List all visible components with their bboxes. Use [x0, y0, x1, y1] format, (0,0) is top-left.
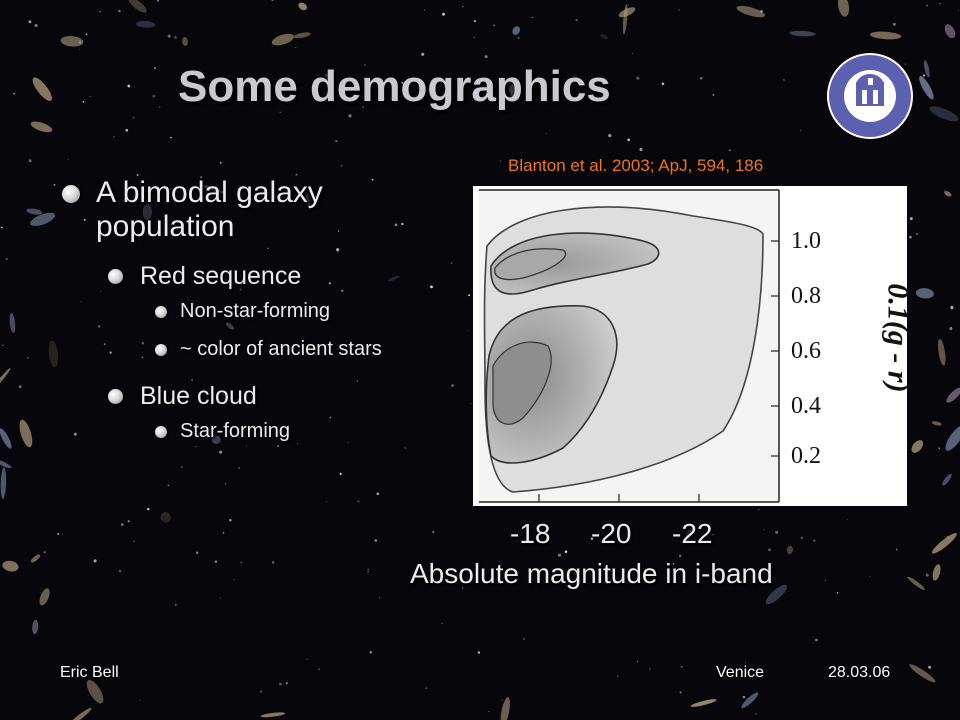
ytick-label: 0.2	[791, 443, 821, 469]
blue-cloud-core	[492, 341, 552, 425]
tick-marks	[538, 240, 779, 502]
bullet-dot	[155, 426, 167, 438]
footer-date: 28.03.06	[828, 664, 891, 681]
red-sequence-core	[494, 248, 567, 281]
xtick-label: -18	[510, 518, 551, 549]
contour-plot	[479, 189, 780, 503]
y-axis-title: 0.1(g - r)	[881, 283, 915, 393]
ytick-label: 0.4	[791, 393, 821, 419]
bullet-blue-cloud: Blue cloud	[60, 380, 460, 412]
xtick-label: -22	[672, 518, 713, 549]
bullet-text: Non-star-forming	[180, 300, 331, 322]
bullet-ancient-stars: ~ color of ancient stars	[60, 336, 460, 362]
ytick-label: 0.6	[791, 338, 821, 364]
bullet-dot	[62, 185, 80, 203]
bullet-dot	[155, 344, 167, 356]
institute-seal-icon	[827, 53, 913, 139]
bullet-text: Blue cloud	[140, 382, 257, 410]
bullet-non-star-forming: Non-star-forming	[60, 298, 460, 324]
color-magnitude-plot: 1.0 0.8 0.6 0.4 0.2 0.1(g - r)	[473, 186, 915, 506]
bullet-dot	[108, 269, 123, 284]
ytick-label: 0.8	[791, 283, 821, 309]
slide-title: Some demographics	[178, 62, 611, 111]
bullet-red-sequence: Red sequence	[60, 260, 460, 292]
x-axis-title: Absolute magnitude in i-band	[410, 558, 773, 589]
bullet-main: A bimodal galaxy population	[60, 176, 460, 244]
bullet-dot	[108, 389, 123, 404]
xtick-label: -20	[591, 518, 632, 549]
bullet-text: ~ color of ancient stars	[180, 338, 382, 360]
red-sequence-contour	[490, 232, 660, 295]
bullet-text: Red sequence	[140, 262, 302, 290]
footer-place: Venice	[716, 664, 765, 681]
bullet-text: Star-forming	[180, 420, 291, 442]
bullet-star-forming: Star-forming	[60, 418, 460, 444]
bullet-text: A bimodal galaxy population	[96, 176, 323, 243]
footer-author: Eric Bell	[60, 664, 119, 681]
ytick-label: 1.0	[791, 228, 821, 254]
bullet-list: A bimodal galaxy population Red sequence…	[60, 176, 460, 456]
citation: Blanton et al. 2003; ApJ, 594, 186	[508, 156, 764, 175]
bullet-dot	[155, 306, 167, 318]
